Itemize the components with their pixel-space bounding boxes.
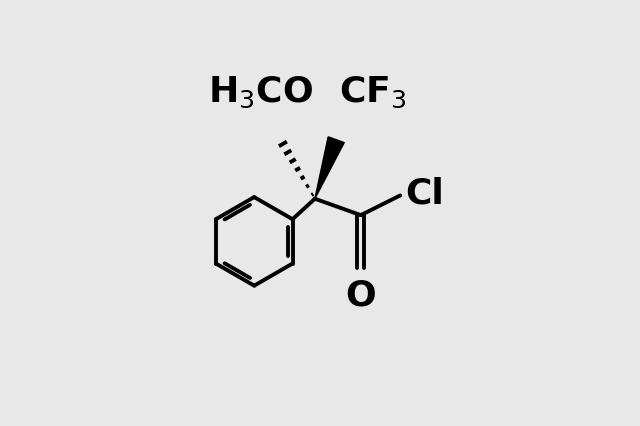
Polygon shape <box>315 137 344 199</box>
Text: H$_3$CO: H$_3$CO <box>208 75 314 110</box>
Text: Cl: Cl <box>405 177 444 211</box>
Text: CF$_3$: CF$_3$ <box>339 75 407 110</box>
Text: O: O <box>346 279 376 313</box>
